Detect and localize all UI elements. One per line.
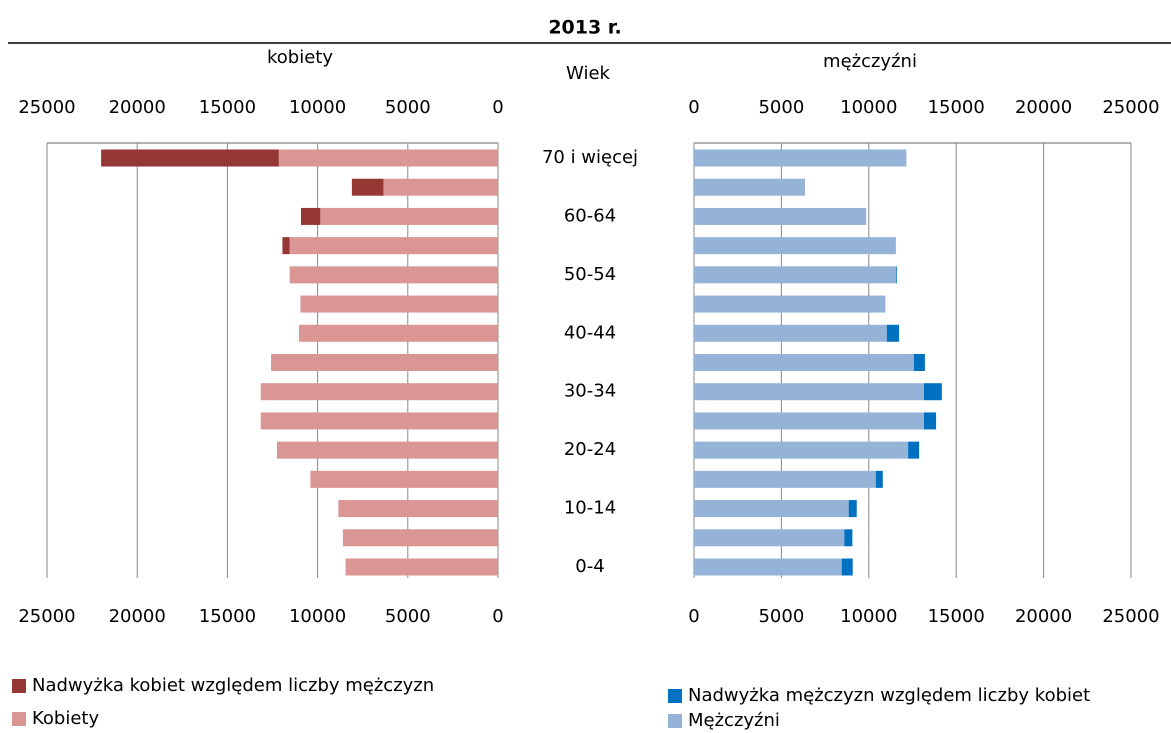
- x-tick-label: 25000: [1102, 97, 1159, 118]
- x-tick-label: 20000: [1015, 606, 1072, 627]
- bar: [908, 441, 920, 459]
- bar: [913, 354, 925, 371]
- x-tick-label: 0: [688, 606, 699, 627]
- left-label: kobiety: [267, 47, 333, 68]
- bar: [844, 529, 853, 547]
- x-tick-label: 5000: [385, 97, 431, 118]
- category-label: 0-4: [575, 556, 604, 577]
- x-tick-label: 15000: [928, 606, 985, 627]
- bar: [841, 558, 853, 576]
- bar: [694, 295, 886, 313]
- bar: [694, 412, 924, 430]
- bar: [694, 383, 924, 401]
- category-label: 70 i więcej: [542, 147, 638, 168]
- x-tick-label: 20000: [109, 97, 166, 118]
- x-tick-label: 5000: [758, 97, 804, 118]
- x-tick-label: 25000: [1102, 606, 1159, 627]
- bar: [694, 149, 907, 167]
- bar: [338, 500, 498, 518]
- x-tick-label: 15000: [199, 606, 256, 627]
- legend-label: Nadwyżka kobiet względem liczby mężczyzn: [32, 675, 434, 696]
- bar: [260, 383, 498, 401]
- x-tick-label: 15000: [928, 97, 985, 118]
- x-tick-label: 5000: [385, 606, 431, 627]
- bar: [320, 207, 498, 225]
- bar: [300, 295, 498, 313]
- category-label: 50-54: [564, 264, 616, 285]
- legend-swatch: [12, 712, 26, 726]
- category-label: 10-14: [564, 498, 616, 519]
- bar: [271, 354, 498, 371]
- right-label: mężczyźni: [823, 51, 917, 72]
- x-tick-label: 10000: [289, 97, 346, 118]
- bar: [875, 470, 883, 488]
- x-tick-label: 0: [492, 97, 503, 118]
- bar: [278, 149, 498, 167]
- legend-swatch: [668, 689, 682, 703]
- category-label: 60-64: [564, 205, 616, 226]
- bar: [848, 500, 857, 518]
- x-tick-label: 10000: [840, 606, 897, 627]
- bar: [101, 149, 279, 167]
- bar: [923, 383, 942, 401]
- bar: [923, 412, 937, 430]
- x-tick-label: 15000: [199, 97, 256, 118]
- bar: [694, 237, 896, 255]
- legend-label: Kobiety: [32, 708, 99, 729]
- bar: [694, 500, 849, 518]
- x-tick-label: 5000: [758, 606, 804, 627]
- bar: [694, 266, 896, 284]
- bar: [289, 266, 498, 284]
- bar: [694, 207, 867, 225]
- legend-label: Nadwyżka mężczyzn względem liczby kobiet: [688, 685, 1090, 706]
- category-label: 30-34: [564, 381, 616, 402]
- bar: [886, 324, 900, 342]
- legend-swatch: [12, 679, 26, 693]
- bar: [342, 529, 498, 547]
- center-label: Wiek: [566, 63, 610, 84]
- bar: [299, 324, 498, 342]
- category-label: 20-24: [564, 439, 616, 460]
- bar: [351, 178, 384, 196]
- bar: [282, 237, 290, 255]
- bar: [289, 237, 498, 255]
- bar: [694, 441, 909, 459]
- bar: [383, 178, 498, 196]
- bar: [895, 266, 897, 284]
- bar: [260, 412, 498, 430]
- bar: [694, 354, 914, 371]
- bar: [345, 558, 498, 576]
- bar: [301, 207, 321, 225]
- x-tick-label: 25000: [18, 97, 75, 118]
- legend-swatch: [668, 714, 682, 728]
- chart-title: 2013 r.: [548, 17, 621, 39]
- bar: [694, 558, 842, 576]
- x-tick-label: 20000: [109, 606, 166, 627]
- x-tick-label: 25000: [18, 606, 75, 627]
- bar: [694, 470, 876, 488]
- bar: [277, 441, 498, 459]
- legend-label: Mężczyźni: [688, 710, 780, 731]
- bar: [694, 178, 805, 196]
- bar: [694, 529, 845, 547]
- bar: [310, 470, 498, 488]
- x-tick-label: 0: [492, 606, 503, 627]
- category-label: 40-44: [564, 322, 616, 343]
- x-tick-label: 10000: [840, 97, 897, 118]
- x-tick-label: 0: [688, 97, 699, 118]
- bar: [694, 324, 887, 342]
- x-tick-label: 20000: [1015, 97, 1072, 118]
- x-tick-label: 10000: [289, 606, 346, 627]
